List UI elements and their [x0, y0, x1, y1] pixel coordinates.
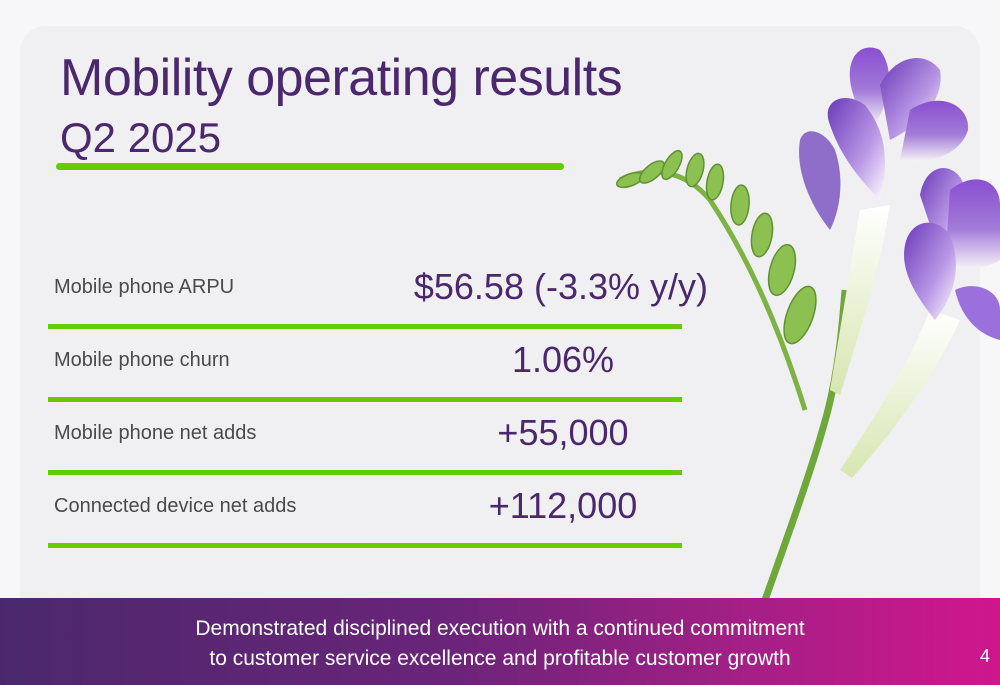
metric-row-arpu: Mobile phone ARPU $56.58 (-3.3% y/y) — [48, 256, 708, 329]
metric-label: Mobile phone net adds — [54, 422, 257, 444]
footer-banner: Demonstrated disciplined execution with … — [0, 598, 1000, 685]
metric-row-device-net-adds: Connected device net adds +112,000 — [48, 475, 682, 548]
footer-message: Demonstrated disciplined execution with … — [150, 614, 850, 674]
page-number: 4 — [979, 646, 990, 666]
metric-label: Connected device net adds — [54, 495, 297, 517]
metric-row-phone-net-adds: Mobile phone net adds +55,000 — [48, 402, 682, 475]
metric-value: +112,000 — [488, 485, 638, 526]
metric-value: +55,000 — [497, 412, 629, 453]
title-underline — [56, 163, 564, 170]
footer-line-2: to customer service excellence and profi… — [209, 647, 791, 670]
metric-label: Mobile phone ARPU — [54, 276, 235, 298]
metric-label: Mobile phone churn — [54, 349, 230, 371]
metric-value: $56.58 (-3.3% y/y) — [413, 266, 708, 307]
footer-line-1: Demonstrated disciplined execution with … — [195, 617, 805, 640]
freesia-flower-image — [615, 47, 1000, 600]
metrics-table: Mobile phone ARPU $56.58 (-3.3% y/y) Mob… — [48, 256, 708, 548]
metric-row-churn: Mobile phone churn 1.06% — [48, 329, 682, 402]
page-title: Mobility operating results — [60, 49, 623, 107]
page-subtitle: Q2 2025 — [60, 114, 222, 161]
metric-value: 1.06% — [511, 339, 615, 380]
